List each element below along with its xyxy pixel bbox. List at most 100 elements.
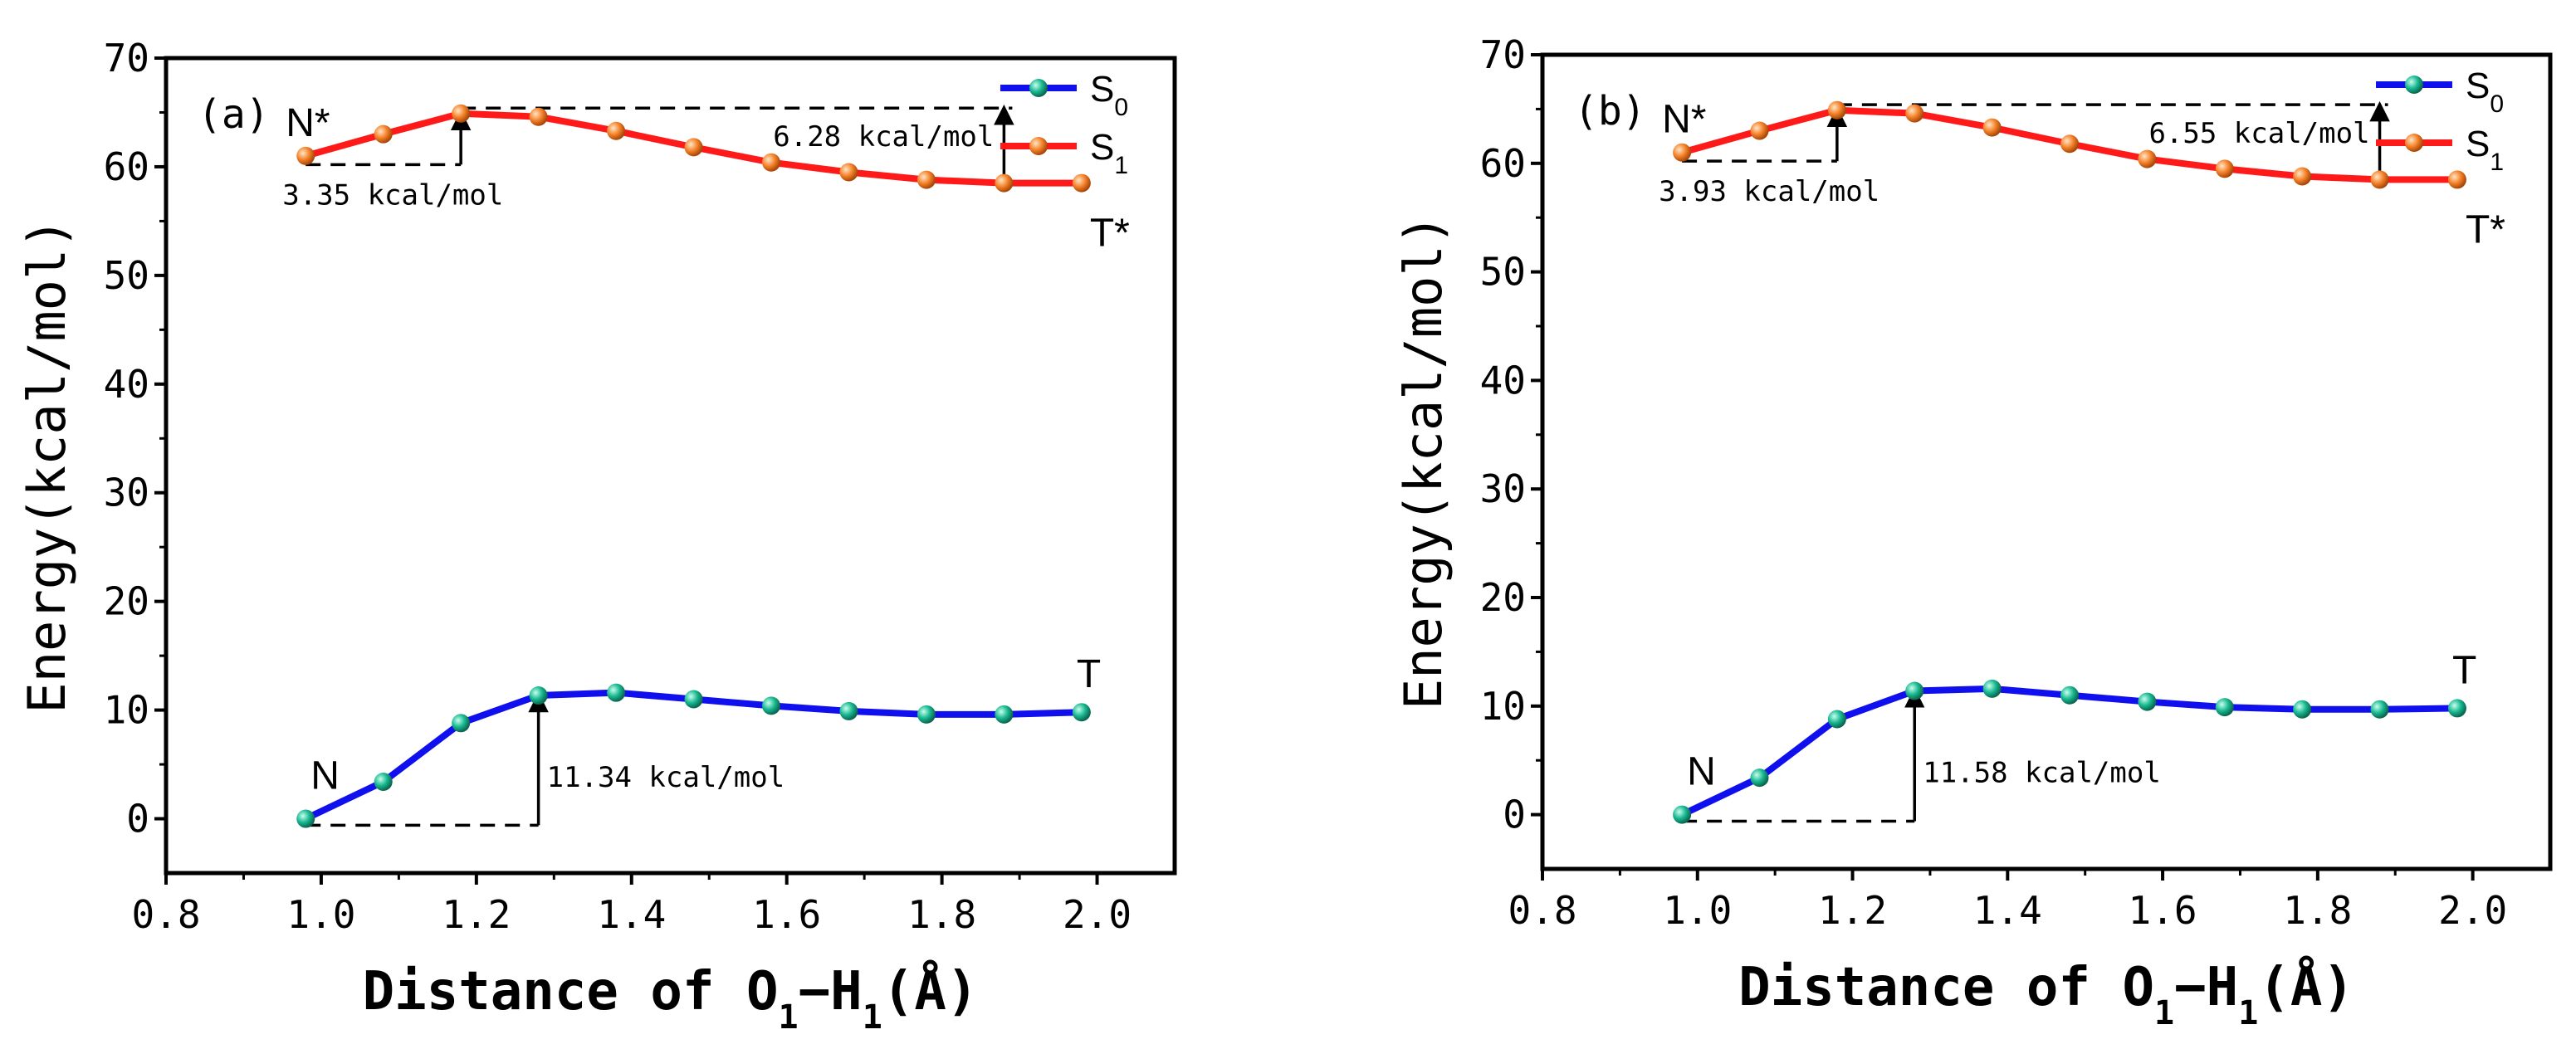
x-axis-label-part: Distance of O bbox=[1738, 957, 2154, 1018]
panel-a: 0.8 1.0 1.2 1.4 1.6 1.8 2.0010203040506070Ener… bbox=[17, 36, 1177, 1037]
x-axis-label-part: −H bbox=[799, 961, 863, 1022]
plot-frame bbox=[1540, 52, 2553, 871]
y-tick-label: 10 bbox=[104, 688, 149, 733]
legend-label-main: S bbox=[2466, 124, 2490, 164]
point-label: N bbox=[1687, 750, 1716, 794]
panel-b: 0.8 1.0 1.2 1.4 1.6 1.8 2.0010203040506070Ener… bbox=[1393, 32, 2553, 1032]
data-point-s0 bbox=[1982, 679, 2002, 698]
x-axis-label-part: Distance of O bbox=[363, 961, 779, 1022]
point-label: T* bbox=[2466, 207, 2505, 251]
legend-label-main: S bbox=[1090, 69, 1114, 110]
legend-marker-s1 bbox=[2405, 134, 2423, 152]
data-point-s1 bbox=[374, 124, 393, 144]
x-tick-label: 1.2 bbox=[1818, 888, 1887, 933]
x-axis-label: Distance of O1−H1(Å) bbox=[363, 959, 979, 1037]
data-point-s1 bbox=[917, 170, 936, 189]
data-point-s0 bbox=[296, 809, 315, 828]
data-point-s1 bbox=[995, 173, 1014, 193]
legend-label-subscript: 0 bbox=[1114, 94, 1128, 121]
data-point-s1 bbox=[684, 138, 703, 157]
data-point-s0 bbox=[374, 773, 393, 792]
x-axis-label-part: −H bbox=[2174, 957, 2238, 1018]
x-axis-label-part: (Å) bbox=[882, 959, 979, 1022]
data-point-s0 bbox=[1905, 681, 1924, 700]
y-tick-label: 70 bbox=[1480, 32, 1526, 77]
data-point-s0 bbox=[607, 683, 626, 702]
legend-label-s0: S0 bbox=[1090, 69, 1128, 121]
data-point-s1 bbox=[2293, 167, 2312, 186]
data-point-s0 bbox=[1673, 805, 1692, 824]
point-label: T bbox=[2452, 648, 2476, 692]
x-axis-label-subscript: 1 bbox=[2238, 994, 2258, 1032]
data-point-s1 bbox=[2215, 159, 2234, 178]
data-point-s0 bbox=[1750, 768, 1769, 788]
panel-label: (b) bbox=[1574, 88, 1646, 134]
x-tick-label: 1.4 bbox=[1973, 888, 2042, 933]
x-tick-label: 1.6 bbox=[2129, 888, 2197, 933]
data-point-s0 bbox=[2060, 686, 2080, 705]
panel-label: (a) bbox=[198, 91, 270, 138]
s1-barrier-label: 3.93 kcal/mol bbox=[1659, 175, 1879, 208]
data-point-s0 bbox=[1072, 703, 1091, 722]
data-point-s0 bbox=[452, 714, 471, 733]
data-point-s0 bbox=[2293, 700, 2312, 719]
data-point-s1 bbox=[1982, 118, 2002, 137]
data-point-s1 bbox=[1905, 104, 1924, 123]
x-tick-label: 1.6 bbox=[752, 892, 821, 937]
legend-label-s1: S1 bbox=[1090, 127, 1128, 179]
point-label: T bbox=[1077, 652, 1101, 696]
x-tick-label: 1.4 bbox=[597, 892, 666, 937]
data-point-s1 bbox=[2447, 170, 2466, 189]
legend-marker-s0 bbox=[2405, 76, 2423, 94]
data-point-s0 bbox=[762, 696, 780, 715]
legend-label-subscript: 1 bbox=[2490, 149, 2504, 176]
y-tick-label: 60 bbox=[1480, 141, 1526, 186]
x-axis-label-subscript: 1 bbox=[2154, 994, 2174, 1032]
data-point-s0 bbox=[839, 701, 858, 720]
s1-reverse-label: 6.28 kcal/mol bbox=[773, 120, 994, 154]
x-axis-label-subscript: 1 bbox=[863, 998, 882, 1037]
data-point-s0 bbox=[2447, 699, 2466, 718]
series-line-s0 bbox=[1680, 685, 2457, 818]
s0-barrier-label: 11.58 kcal/mol bbox=[1923, 756, 2161, 789]
legend-label-subscript: 1 bbox=[1114, 152, 1128, 179]
s1-reverse-label: 6.55 kcal/mol bbox=[2148, 117, 2369, 150]
data-point-s0 bbox=[2138, 692, 2157, 711]
data-point-s1 bbox=[2060, 134, 2080, 154]
point-label: N* bbox=[286, 101, 330, 145]
y-tick-label: 20 bbox=[104, 579, 149, 624]
data-point-s1 bbox=[529, 107, 548, 126]
legend-marker-s0 bbox=[1029, 79, 1048, 97]
data-point-s1 bbox=[1673, 143, 1692, 162]
y-tick-label: 10 bbox=[1480, 684, 1526, 729]
point-label: N bbox=[310, 754, 340, 798]
legend-label-main: S bbox=[2466, 66, 2490, 106]
x-tick-label: 2.0 bbox=[1063, 892, 1132, 937]
x-axis-label: Distance of O1−H1(Å) bbox=[1738, 955, 2354, 1032]
x-tick-label: 1.0 bbox=[1663, 888, 1732, 933]
plot-frame bbox=[164, 56, 1177, 876]
data-point-s0 bbox=[2215, 698, 2234, 717]
y-tick-label: 50 bbox=[104, 253, 149, 298]
x-axis-label-part: (Å) bbox=[2258, 955, 2354, 1018]
s1-barrier-label: 3.35 kcal/mol bbox=[282, 178, 503, 212]
y-tick-label: 50 bbox=[1480, 250, 1526, 295]
data-point-s0 bbox=[995, 705, 1014, 724]
data-point-s0 bbox=[917, 705, 936, 724]
data-point-s0 bbox=[684, 690, 703, 709]
y-tick-label: 40 bbox=[104, 362, 149, 407]
point-label: T* bbox=[1090, 212, 1130, 256]
data-point-s1 bbox=[296, 146, 315, 165]
s0-barrier-label: 11.34 kcal/mol bbox=[547, 761, 785, 794]
y-tick-label: 20 bbox=[1480, 575, 1526, 620]
data-point-s1 bbox=[1072, 173, 1091, 193]
y-axis-label: Energy(kcal/mol) bbox=[17, 217, 77, 713]
y-tick-label: 0 bbox=[126, 797, 149, 842]
y-tick-label: 30 bbox=[104, 471, 149, 515]
y-tick-label: 60 bbox=[104, 144, 149, 189]
x-axis-label-subscript: 1 bbox=[779, 998, 799, 1037]
x-tick-label: 2.0 bbox=[2438, 888, 2507, 933]
y-axis-label: Energy(kcal/mol) bbox=[1393, 214, 1454, 710]
data-point-s1 bbox=[762, 153, 780, 172]
